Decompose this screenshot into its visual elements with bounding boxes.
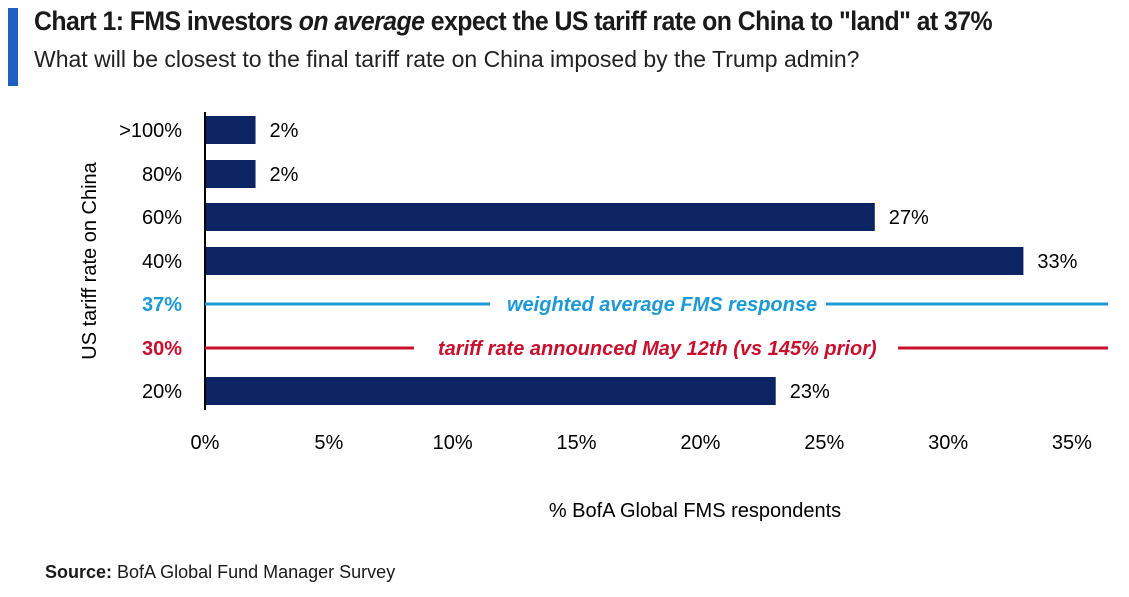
x-tick-label: 5% <box>314 432 343 454</box>
bar <box>206 247 1024 275</box>
x-tick-label: 25% <box>804 432 844 454</box>
reference-category-label: 37% <box>142 294 182 316</box>
x-tick-label: 0% <box>191 432 220 454</box>
source-note: Source: BofA Global Fund Manager Survey <box>45 562 395 583</box>
bar <box>206 116 256 144</box>
category-label: 40% <box>142 251 182 273</box>
reference-line-label: weighted average FMS response <box>507 294 817 316</box>
reference-line-label: tariff rate announced May 12th (vs 145% … <box>438 338 877 360</box>
value-label: 33% <box>1037 251 1077 273</box>
y-axis-title: US tariff rate on China <box>79 161 101 359</box>
bar <box>206 203 875 231</box>
x-tick-label: 35% <box>1052 432 1092 454</box>
value-label: 23% <box>790 381 830 403</box>
x-axis-title: % BofA Global FMS respondents <box>549 500 841 522</box>
category-label: 60% <box>142 207 182 229</box>
source-text: BofA Global Fund Manager Survey <box>112 562 396 582</box>
category-label: >100% <box>119 120 182 142</box>
value-label: 2% <box>270 164 299 186</box>
category-label: 80% <box>142 164 182 186</box>
source-label: Source: <box>45 562 113 582</box>
chart-subtitle: What will be closest to the final tariff… <box>34 46 860 72</box>
x-tick-label: 10% <box>433 432 473 454</box>
value-label: 2% <box>270 120 299 142</box>
value-label: 27% <box>889 207 929 229</box>
title-accent-bar <box>8 8 18 86</box>
chart-title-suffix: expect the US tariff rate on China to "l… <box>424 6 993 36</box>
chart-title-emphasis: on average <box>298 6 425 36</box>
chart-title-prefix: Chart 1: FMS investors <box>34 6 299 36</box>
chart-title: Chart 1: FMS investors on average expect… <box>34 6 993 37</box>
x-tick-label: 15% <box>557 432 597 454</box>
x-tick-label: 30% <box>928 432 968 454</box>
reference-category-label: 30% <box>142 338 182 360</box>
bar <box>206 160 256 188</box>
category-label: 20% <box>142 381 182 403</box>
bar <box>206 377 776 405</box>
x-tick-label: 20% <box>680 432 720 454</box>
